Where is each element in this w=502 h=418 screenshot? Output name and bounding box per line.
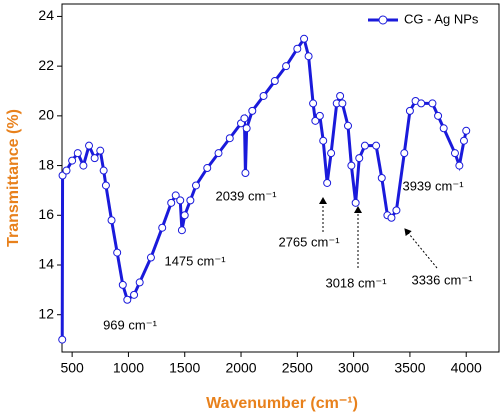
x-tick-label: 500 [60,360,84,376]
y-tick-label: 12 [38,305,54,321]
data-point [300,34,309,43]
legend-label: CG - Ag NPs [404,11,479,26]
data-point [180,211,189,220]
data-point [417,99,426,108]
data-point [101,181,110,190]
data-point [347,161,356,170]
data-point [327,149,336,158]
data-point [315,111,324,120]
data-point [241,169,250,178]
data-point [90,154,99,163]
data-point [319,136,328,145]
x-tick-label: 3000 [338,360,369,376]
data-point [377,174,386,182]
data-point [113,248,122,257]
data-point [455,161,464,170]
data-point [360,141,369,150]
y-tick-label: 14 [38,256,54,272]
data-point [336,91,345,100]
data-point [73,149,82,158]
data-point [434,111,443,120]
data-point [450,149,459,158]
data-point [135,278,144,287]
data-point [282,62,291,71]
annotation: 969 cm⁻¹ [103,317,157,332]
data-point [311,116,320,125]
legend-marker [378,15,388,25]
y-axis-title: Transmittance (%) [5,109,22,247]
data-point [79,161,88,170]
data-point [304,52,313,61]
data-point [372,141,381,150]
data-point [323,178,332,187]
data-point [130,290,139,299]
data-point [343,121,352,130]
data-point [240,114,249,123]
y-tick-label: 24 [38,7,54,23]
y-tick-label: 18 [38,156,54,172]
series-line [60,35,468,340]
x-axis-title: Wavenumber (cm⁻¹) [206,395,358,412]
data-point [355,154,364,163]
data-point [146,253,155,262]
data-point [58,335,67,344]
data-point [270,77,279,86]
data-point [68,156,77,165]
data-point [99,166,108,175]
data-point [85,141,94,150]
x-tick-label: 2000 [225,360,256,376]
data-point [225,134,234,143]
data-point [107,216,116,225]
data-point [392,206,401,215]
y-tick-label: 20 [38,107,54,123]
arrow [404,228,438,269]
data-point [309,99,318,108]
y-tick-label: 16 [38,206,54,222]
data-point [214,149,223,158]
data-point [338,99,347,108]
data-point [177,226,186,235]
data-point [351,198,360,207]
y-tick-label: 22 [38,57,54,73]
annotation: 1475 cm⁻¹ [164,253,226,268]
x-tick-label: 2500 [282,360,313,376]
data-point [158,223,167,232]
data-point [62,166,71,175]
data-point [118,280,127,289]
data-point [293,44,302,53]
x-tick-label: 1000 [113,360,144,376]
data-point [459,136,468,145]
annotation: 2765 cm⁻¹ [278,234,340,249]
x-tick-label: 4000 [451,360,482,376]
data-point [186,196,195,205]
data-point [167,198,176,207]
annotation: 3336 cm⁻¹ [411,272,473,287]
data-point [248,106,257,115]
x-tick-label: 3500 [394,360,425,376]
data-point [171,191,180,200]
data-point [259,91,268,100]
data-point [439,124,448,133]
annotation: 3939 cm⁻¹ [402,178,464,193]
data-point [96,146,105,155]
data-point [387,213,396,222]
data-point [203,164,212,173]
x-tick-label: 1500 [169,360,200,376]
data-point [176,196,185,205]
annotation: 2039 cm⁻¹ [215,188,277,203]
data-point [123,295,132,304]
data-point [191,181,200,190]
data-point [462,126,471,135]
data-point [242,124,251,133]
data-point [405,106,414,115]
annotation: 3018 cm⁻¹ [325,275,387,290]
data-point [400,149,409,158]
data-point [428,99,437,108]
